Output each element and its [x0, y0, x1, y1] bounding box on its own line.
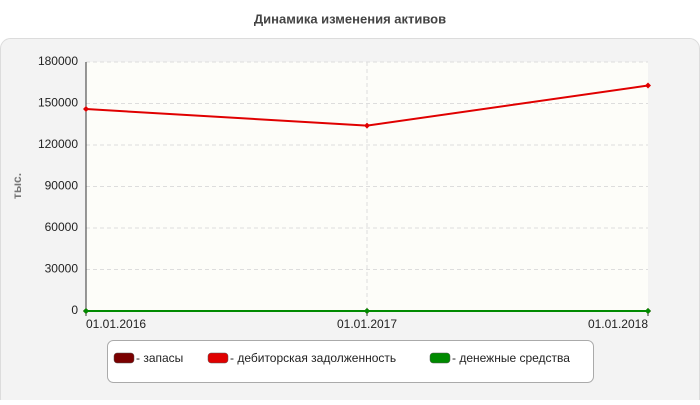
legend-label: - дебиторская задолженность	[230, 351, 396, 365]
y-tick-label: 60000	[45, 220, 79, 234]
point-marker	[364, 122, 370, 129]
y-tick-label: 120000	[38, 137, 78, 151]
y-tick-label: 150000	[38, 96, 78, 110]
point-marker	[645, 308, 651, 314]
legend	[107, 340, 594, 383]
point-marker	[645, 82, 651, 89]
legend-swatch	[429, 352, 451, 364]
legend-swatch	[207, 352, 229, 364]
y-tick-label: 30000	[45, 262, 79, 276]
point-marker	[83, 308, 89, 314]
x-tick-label: 01.01.2017	[337, 317, 397, 331]
y-axis-label: тыс.	[10, 173, 24, 199]
legend-label: - запасы	[136, 351, 183, 365]
x-tick-label: 01.01.2018	[588, 317, 648, 331]
legend-label: - денежные средства	[452, 351, 570, 365]
y-tick-label: 90000	[45, 179, 79, 193]
point-marker	[83, 106, 89, 113]
x-tick-label: 01.01.2016	[86, 317, 146, 331]
legend-swatch	[113, 352, 135, 364]
y-tick-label: 0	[71, 303, 78, 317]
y-tick-label: 180000	[38, 54, 78, 68]
chart-title: Динамика изменения активов	[254, 11, 446, 26]
point-marker	[364, 308, 370, 314]
